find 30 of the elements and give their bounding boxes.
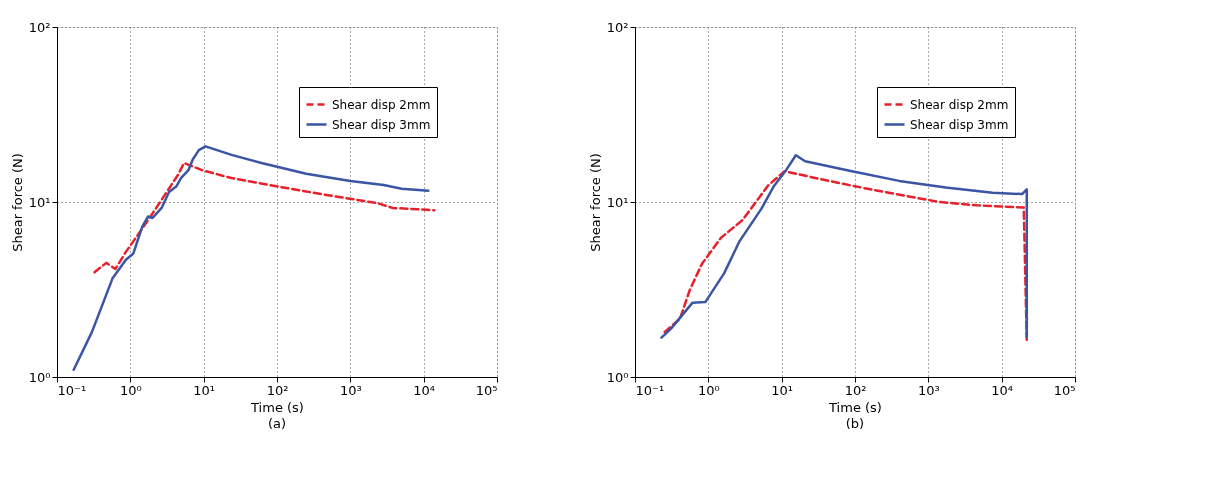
legend-label: Shear disp 2mm — [910, 97, 1009, 112]
x-tick-label: 10³ — [339, 382, 362, 398]
y-tick-label: 10¹ — [606, 194, 629, 210]
x-tick-label: 10⁵ — [475, 382, 498, 398]
y-tick-label: 10² — [28, 19, 51, 35]
legend-label: Shear disp 3mm — [910, 117, 1009, 132]
x-tick-label: 10³ — [917, 382, 940, 398]
x-tick-label: 10⁻¹ — [57, 382, 87, 398]
y-tick-label: 10¹ — [28, 194, 51, 210]
x-tick-label: 10⁻¹ — [635, 382, 665, 398]
y-axis-title: Shear force (N) — [9, 153, 25, 252]
x-tick-label: 10¹ — [193, 382, 216, 398]
x-tick-label: 10² — [266, 382, 289, 398]
text: (b) — [845, 416, 865, 431]
legend-label: Shear disp 2mm — [332, 97, 431, 112]
x-tick-label: 10² — [844, 382, 867, 398]
x-tick-label: 10⁴ — [991, 382, 1014, 398]
x-tick-label: 10⁵ — [1053, 382, 1076, 398]
x-tick-label: 10⁴ — [413, 382, 436, 398]
x-tick-label: 10⁰ — [119, 382, 142, 398]
x-axis-title: Time (s) — [250, 399, 304, 415]
y-axis-title: Shear force (N) — [587, 153, 603, 252]
x-tick-label: 10⁰ — [697, 382, 720, 398]
legend-label: Shear disp 3mm — [332, 117, 431, 132]
y-tick-label: 10⁰ — [28, 369, 51, 385]
x-tick-label: 10¹ — [771, 382, 794, 398]
y-tick-label: 10² — [606, 19, 629, 35]
text: (a) — [267, 416, 287, 431]
y-tick-label: 10⁰ — [606, 369, 629, 385]
x-axis-title: Time (s) — [828, 399, 882, 415]
